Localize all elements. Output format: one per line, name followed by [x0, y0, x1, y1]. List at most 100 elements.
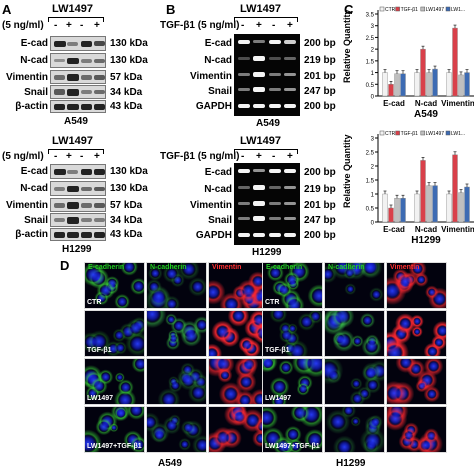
- size-label: 130 kDa: [110, 166, 148, 177]
- fluorescence-tile: TGF-β1: [84, 310, 145, 357]
- row-label: Snail: [208, 215, 232, 226]
- row-label: Snail: [24, 87, 48, 98]
- legend-label: LW1497: [426, 131, 444, 137]
- drug-label: LW1497: [240, 3, 281, 15]
- channel-label: N-cadherin: [150, 264, 187, 271]
- legend-swatch: [445, 6, 451, 12]
- fluorescence-tile: [324, 358, 385, 405]
- bar: [400, 197, 406, 223]
- lane-sign: +: [287, 20, 293, 31]
- legend-label: LW1497: [426, 7, 444, 13]
- fluorescence-tile: [208, 310, 269, 357]
- size-label: 34 kDa: [110, 87, 143, 98]
- western-blot-strip: [50, 198, 106, 212]
- drug-bracket: [48, 17, 104, 22]
- size-label: 247 bp: [304, 215, 336, 226]
- fluorescence-tile: [324, 406, 385, 453]
- legend-label: TGF-β1: [401, 7, 419, 13]
- fluorescence-tile: [208, 406, 269, 453]
- row-label: E-cad: [204, 38, 232, 49]
- y-tick-label: 1: [371, 193, 375, 199]
- lane-sign: +: [256, 20, 262, 31]
- fluorescence-tile: [146, 358, 207, 405]
- x-tick-label: E-cad: [383, 225, 405, 234]
- cell-line-label: A549: [64, 116, 88, 127]
- cell-line-label: H1299: [252, 247, 282, 258]
- lane-sign: +: [256, 151, 262, 162]
- drug-bracket: [234, 149, 298, 154]
- bar: [464, 72, 470, 97]
- lane-sign: +: [94, 151, 100, 162]
- western-blot-strip: [50, 213, 106, 227]
- legend-label: TGF-β1: [401, 131, 419, 137]
- fluorescence-tile: [146, 310, 207, 357]
- size-label: 201 bp: [304, 71, 336, 82]
- treatment-label: TGF-β1 (5 ng/ml): [160, 151, 240, 162]
- fluorescence-tile: [324, 262, 385, 309]
- row-label: β-actin: [15, 101, 48, 112]
- row-label: GAPDH: [195, 101, 232, 112]
- size-label: 219 bp: [304, 55, 336, 66]
- bar: [414, 72, 420, 97]
- size-label: 57 kDa: [110, 200, 143, 211]
- lane-sign: -: [272, 151, 276, 162]
- y-tick-label: 0: [371, 95, 375, 101]
- fluorescence-tile: [386, 310, 447, 357]
- panel-letter-b: B: [166, 2, 176, 17]
- lane-sign: +: [66, 20, 72, 31]
- y-tick-label: 0.5: [366, 83, 375, 89]
- legend-swatch: [420, 130, 426, 136]
- legend-swatch: [420, 6, 426, 12]
- size-label: 247 bp: [304, 86, 336, 97]
- bar: [382, 72, 388, 97]
- panel-letter-d: D: [60, 258, 70, 273]
- drug-label: LW1497: [52, 135, 93, 147]
- y-tick-label: 2: [371, 165, 375, 171]
- legend-swatch: [379, 6, 385, 12]
- channel-label: E-cadherin: [266, 264, 303, 271]
- bar: [414, 193, 420, 223]
- treatment-row-label: TGF-β1: [265, 347, 290, 354]
- y-tick-label: 0.5: [366, 207, 375, 213]
- y-tick-label: 0: [371, 221, 375, 227]
- bar: [458, 74, 464, 97]
- bar: [426, 72, 432, 97]
- size-label: 200 bp: [304, 167, 336, 178]
- fluorescence-tile: [386, 358, 447, 405]
- treatment-row-label: LW1497: [265, 395, 292, 402]
- row-label: Vimentin: [5, 200, 48, 211]
- y-tick-label: 3.5: [366, 13, 375, 19]
- panel-letter-a: A: [2, 2, 12, 17]
- row-label: Vimentin: [189, 200, 232, 211]
- fluorescence-tile: CTR: [84, 262, 145, 309]
- western-blot-strip: [50, 36, 106, 51]
- cell-line-label: H1299: [62, 244, 92, 255]
- size-label: 130 kDa: [110, 38, 148, 49]
- western-blot-strip: [50, 181, 106, 196]
- cell-line-label: A549: [158, 458, 182, 469]
- size-label: 200 bp: [304, 38, 336, 49]
- western-blot-strip: [50, 53, 106, 68]
- lane-sign: -: [241, 151, 245, 162]
- lane-sign: -: [54, 151, 58, 162]
- y-tick-label: 1.5: [366, 59, 375, 65]
- channel-label: E-cadherin: [88, 264, 125, 271]
- legend-label: CTR: [385, 131, 396, 137]
- x-tick-label: Vimentin: [441, 99, 474, 108]
- rt-pcr-gel: [234, 163, 300, 245]
- y-axis-label: Relative Quantity: [342, 134, 352, 208]
- bar: [432, 185, 438, 223]
- legend-label: CTR: [385, 7, 396, 13]
- channel-label: Vimentin: [390, 264, 420, 271]
- lane-sign: +: [66, 151, 72, 162]
- treatment-label: (5 ng/ml): [2, 20, 44, 31]
- lane-sign: -: [241, 20, 245, 31]
- lane-sign: -: [272, 20, 276, 31]
- x-tick-label: E-cad: [383, 99, 405, 108]
- bar: [426, 185, 432, 223]
- y-axis-label: Relative Quantity: [342, 9, 352, 83]
- bar: [452, 27, 458, 97]
- bar: [458, 192, 464, 223]
- size-label: 219 bp: [304, 184, 336, 195]
- row-label: GAPDH: [195, 230, 232, 241]
